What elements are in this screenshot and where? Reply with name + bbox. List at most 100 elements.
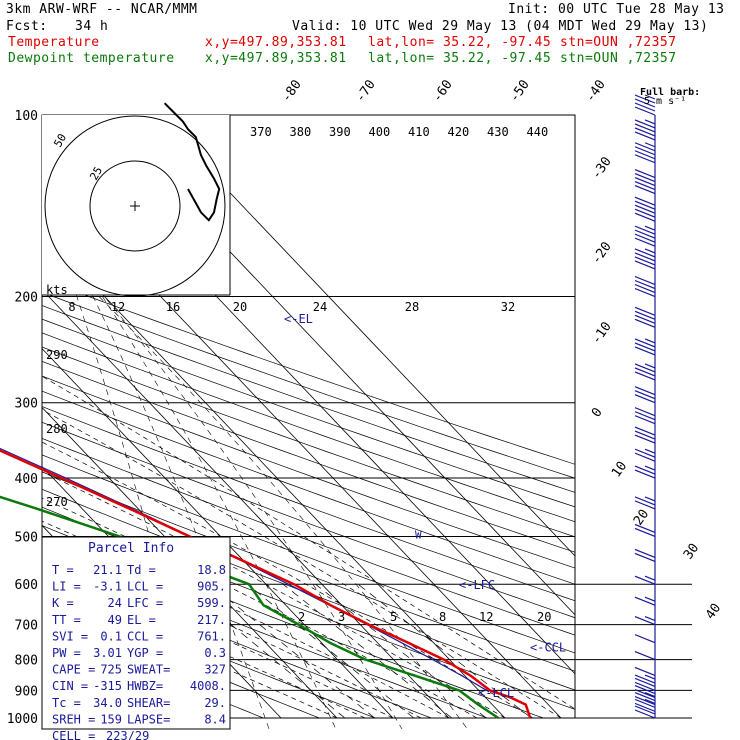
moist-adiabat xyxy=(42,540,422,719)
parcel-info-key: SHEAR= xyxy=(127,696,170,710)
parcel-info-value: 21.1 xyxy=(93,563,122,577)
parcel-info-key: PW = xyxy=(52,646,81,660)
mixing-ratio-label: 20 xyxy=(537,610,551,624)
hodograph-ring-label: 25 xyxy=(87,165,105,183)
wind-barbs: Full barb:5 m s⁻¹ xyxy=(634,87,700,719)
isotherm-line xyxy=(155,115,575,557)
parcel-info-value: -3.1 xyxy=(93,580,122,594)
wind-barb-flag xyxy=(634,275,656,286)
wind-barb-flag xyxy=(634,696,656,706)
wind-barb-flag xyxy=(634,692,656,702)
parcel-info-value: 34.0 xyxy=(93,696,122,710)
wind-barb-flag xyxy=(634,279,656,290)
wind-barb-flag xyxy=(634,208,656,218)
parcel-info-key: LAPSE= xyxy=(127,712,170,726)
wind-barb-flag xyxy=(644,119,656,125)
wind-barb-flag xyxy=(634,318,656,328)
wind-barb-flag xyxy=(634,681,656,691)
parcel-info-value: 327 xyxy=(204,663,226,677)
parcel-info-key: Td = xyxy=(127,563,156,577)
wind-barb-flag xyxy=(644,225,656,231)
parcel-info-value: 223/29 xyxy=(106,729,149,740)
parcel-info-value: 0.3 xyxy=(204,646,226,660)
parcel-info-key: YGP = xyxy=(127,646,163,660)
theta-label: 410 xyxy=(408,125,430,139)
temperature-xy: x,y=497.89,353.81 xyxy=(205,35,347,50)
parcel-info-value: 3.01 xyxy=(93,646,122,660)
parcel-info-value: 761. xyxy=(197,629,226,643)
theta-side-label: 270 xyxy=(46,495,68,509)
wind-barb-flag xyxy=(634,415,656,425)
dry-adiabat xyxy=(42,471,575,672)
wind-barb-flag xyxy=(634,448,656,458)
wind-barb-flag xyxy=(634,407,656,417)
wind-barb-flag xyxy=(634,552,656,562)
parcel-info-key: Tc = xyxy=(52,696,81,710)
wind-barb-flag xyxy=(634,185,656,195)
dry-adiabat xyxy=(42,421,575,619)
parcel-info-value: 599. xyxy=(197,596,226,610)
wind-barb-flag xyxy=(634,154,656,164)
wind-barb-flag xyxy=(634,123,656,133)
temperature-trace xyxy=(0,449,532,719)
pressure-tick-label: 600 xyxy=(15,578,38,593)
theta-side-label: 280 xyxy=(46,422,68,436)
hodograph-speed-label: 24 xyxy=(313,300,327,314)
hodograph-speed-label: 28 xyxy=(405,300,419,314)
wind-barb-flag xyxy=(634,575,656,585)
dewpoint-trace xyxy=(0,495,499,720)
parcel-info-title: Parcel Info xyxy=(88,541,174,556)
parcel-info-value: 4008. xyxy=(190,679,226,693)
hodograph-speed-label: 20 xyxy=(233,300,247,314)
parcel-info-key: LCL = xyxy=(127,580,163,594)
pressure-tick-label: 300 xyxy=(15,397,38,412)
parcel-info-key: LI = xyxy=(52,580,81,594)
isotherm-right-label: 0 xyxy=(589,405,606,420)
wind-barb-flag xyxy=(634,500,656,510)
dry-adiabat xyxy=(42,278,575,465)
model-title: 3km ARW-WRF -- NCAR/MMM xyxy=(6,2,198,17)
wind-barb-flag xyxy=(634,677,656,687)
parcel-info-key: LFC = xyxy=(127,596,163,610)
wind-barb-flag xyxy=(634,256,656,266)
wind-barb-flag xyxy=(644,248,656,254)
wind-barb-flag xyxy=(634,596,656,606)
parcel-info-key: SREH = xyxy=(52,712,95,726)
wind-barb-flag xyxy=(634,142,656,152)
wind-barb-flag xyxy=(634,674,656,684)
wind-barb-flag xyxy=(634,169,656,179)
dry-adiabat xyxy=(42,332,575,523)
isotherm-right-label: -10 xyxy=(589,319,615,347)
wet-bulb-zero-marker: W xyxy=(415,528,422,541)
dry-adiabat xyxy=(42,438,575,636)
isotherm-right-label: 10 xyxy=(609,459,630,480)
parcel-info-value: 24 xyxy=(108,596,122,610)
wind-barb-flag xyxy=(644,338,656,344)
parcel-info-key: K = xyxy=(52,596,74,610)
wind-barb-flag xyxy=(634,306,656,316)
wind-barb-flag xyxy=(644,596,656,602)
wind-barb-flag xyxy=(634,394,656,404)
parcel-info-key: SVI = xyxy=(52,629,88,643)
wind-barb-flag xyxy=(634,390,656,400)
wind-barb-flag xyxy=(634,651,656,661)
wind-barb-flag xyxy=(634,705,656,715)
wind-barb-flag xyxy=(634,310,656,320)
wind-barb-flag xyxy=(634,434,656,444)
parcel-info-value: 8.4 xyxy=(204,712,226,726)
isotherm-top-label: -60 xyxy=(430,77,456,105)
forecast-label: Fcst: xyxy=(6,19,48,34)
parcel-info-value: 49 xyxy=(108,613,122,627)
hodograph-ring-label: 50 xyxy=(51,132,69,150)
wind-barb-flag xyxy=(634,386,656,396)
parcel-info-value: 905. xyxy=(197,580,226,594)
dewpoint-station: stn=OUN ,72357 xyxy=(560,51,677,66)
parcel-info-key: CAPE = xyxy=(52,663,95,677)
wind-barb-flag xyxy=(644,692,656,698)
wind-barb-flag xyxy=(634,430,656,440)
dry-adiabat xyxy=(42,375,575,569)
parcel-info-panel xyxy=(41,536,231,730)
temperature-legend: Temperature xyxy=(8,35,100,50)
theta-label: 420 xyxy=(448,125,470,139)
pressure-tick-label: 700 xyxy=(15,619,38,634)
